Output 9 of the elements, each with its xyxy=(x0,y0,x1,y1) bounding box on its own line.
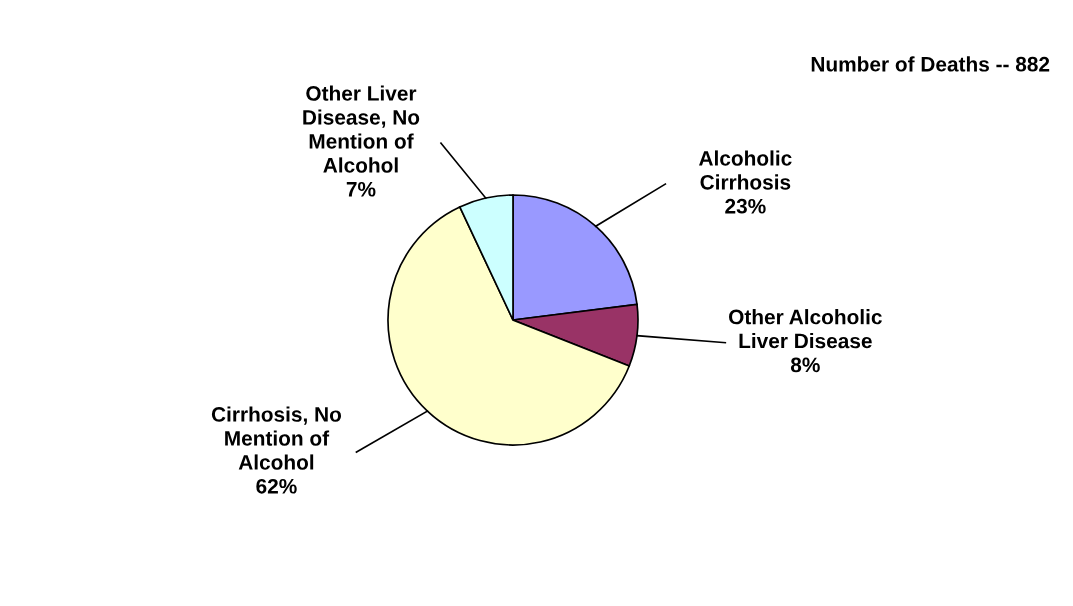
data-label: 7% xyxy=(346,181,376,197)
slice-label: Alcoholic Cirrhosis xyxy=(699,150,792,190)
slice-label: Cirrhosis, No Mention of Alcohol xyxy=(211,406,342,470)
slice-label: Other Alcoholic Liver Disease xyxy=(729,309,882,349)
data-label: 62% xyxy=(256,478,297,494)
slice-label: Other Liver Disease, No Mention of Alcohol xyxy=(303,85,420,173)
data-label: 8% xyxy=(790,357,820,373)
text: Number of Deaths -- 882 xyxy=(811,56,1050,72)
data-label: 23% xyxy=(725,198,766,214)
